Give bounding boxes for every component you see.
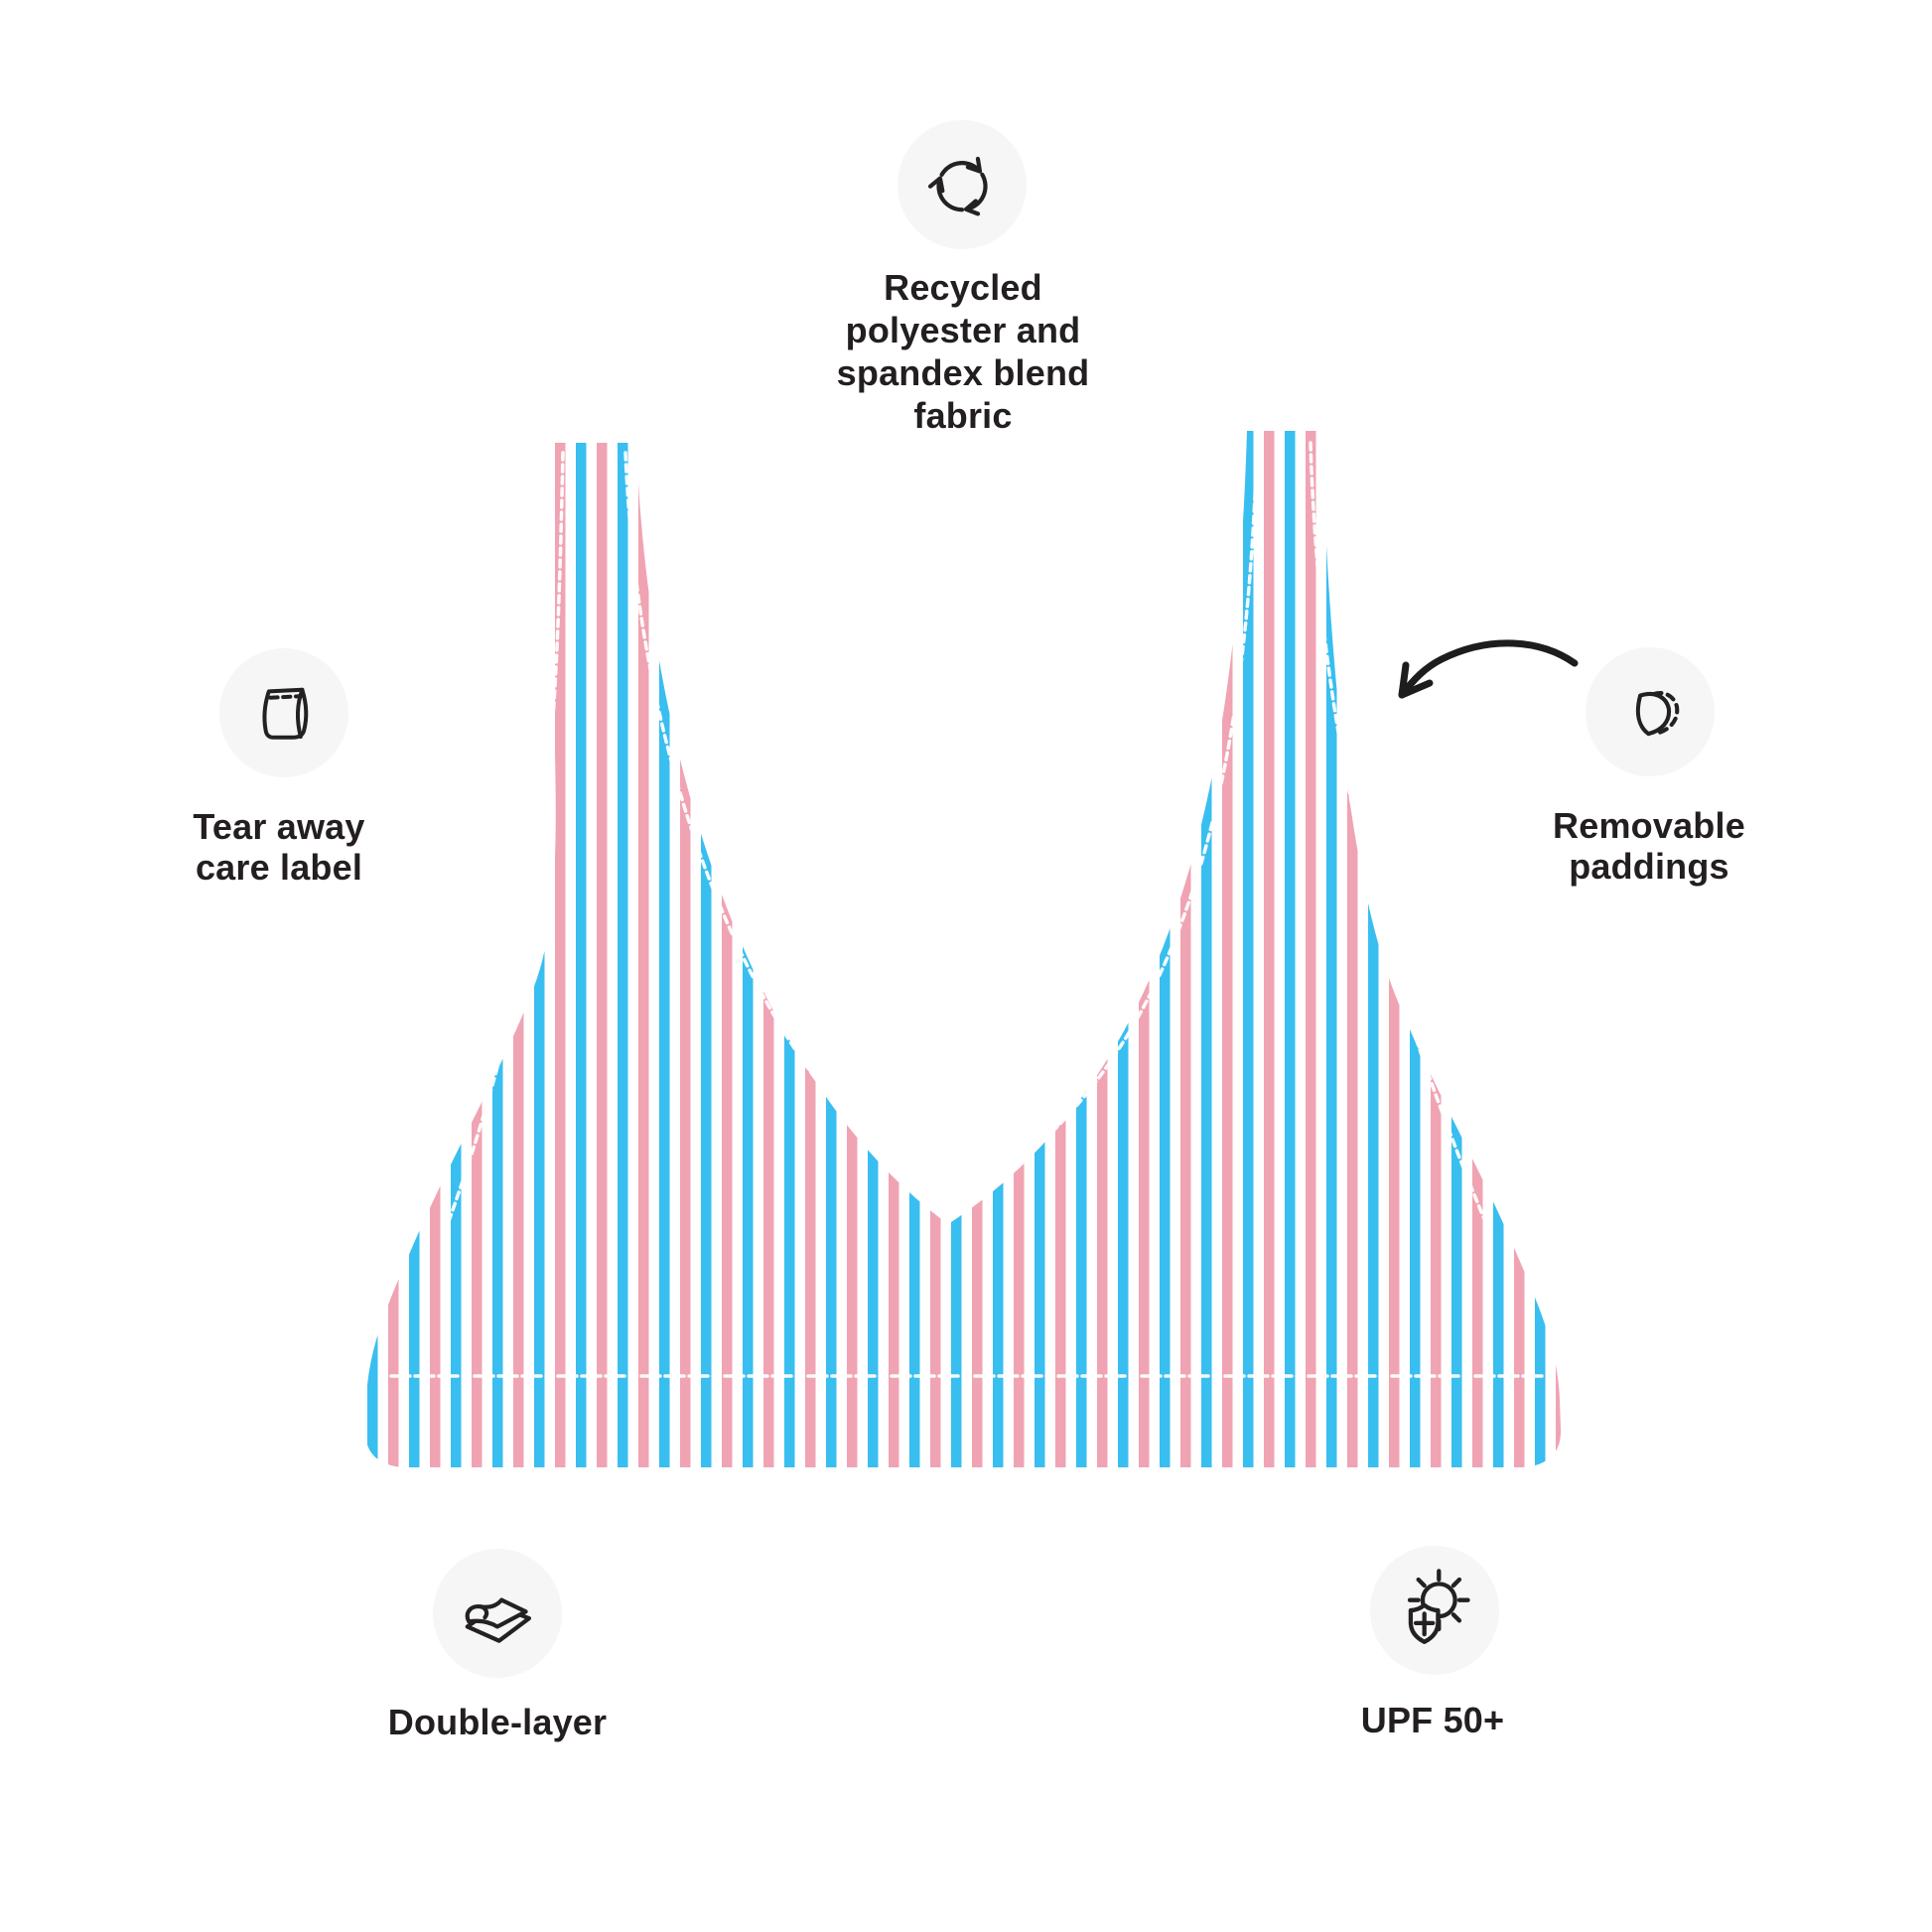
seam-stitching	[377, 441, 1549, 1378]
icon-badge	[1370, 1546, 1499, 1675]
icon-badge	[897, 120, 1027, 249]
care-label-icon	[262, 687, 309, 740]
bikini-top-garment	[364, 431, 1562, 1467]
recycle-icon	[927, 156, 988, 216]
feature-label: Tear away care label	[193, 806, 365, 888]
feature-label: UPF 50+	[1360, 1700, 1505, 1740]
feature-label: Double-layer	[387, 1702, 608, 1742]
icon-badge	[219, 648, 348, 777]
icon-badge	[1586, 647, 1715, 776]
annotation-arrow	[1398, 639, 1579, 699]
feature-label: Recycled polyester and spandex blend fab…	[836, 267, 1090, 436]
removable-padding-icon	[1635, 691, 1680, 737]
double-layer-icon	[465, 1597, 532, 1643]
icon-badge	[433, 1549, 562, 1678]
sun-protection-icon	[1407, 1569, 1470, 1644]
feature-label: Removable paddings	[1553, 805, 1745, 887]
